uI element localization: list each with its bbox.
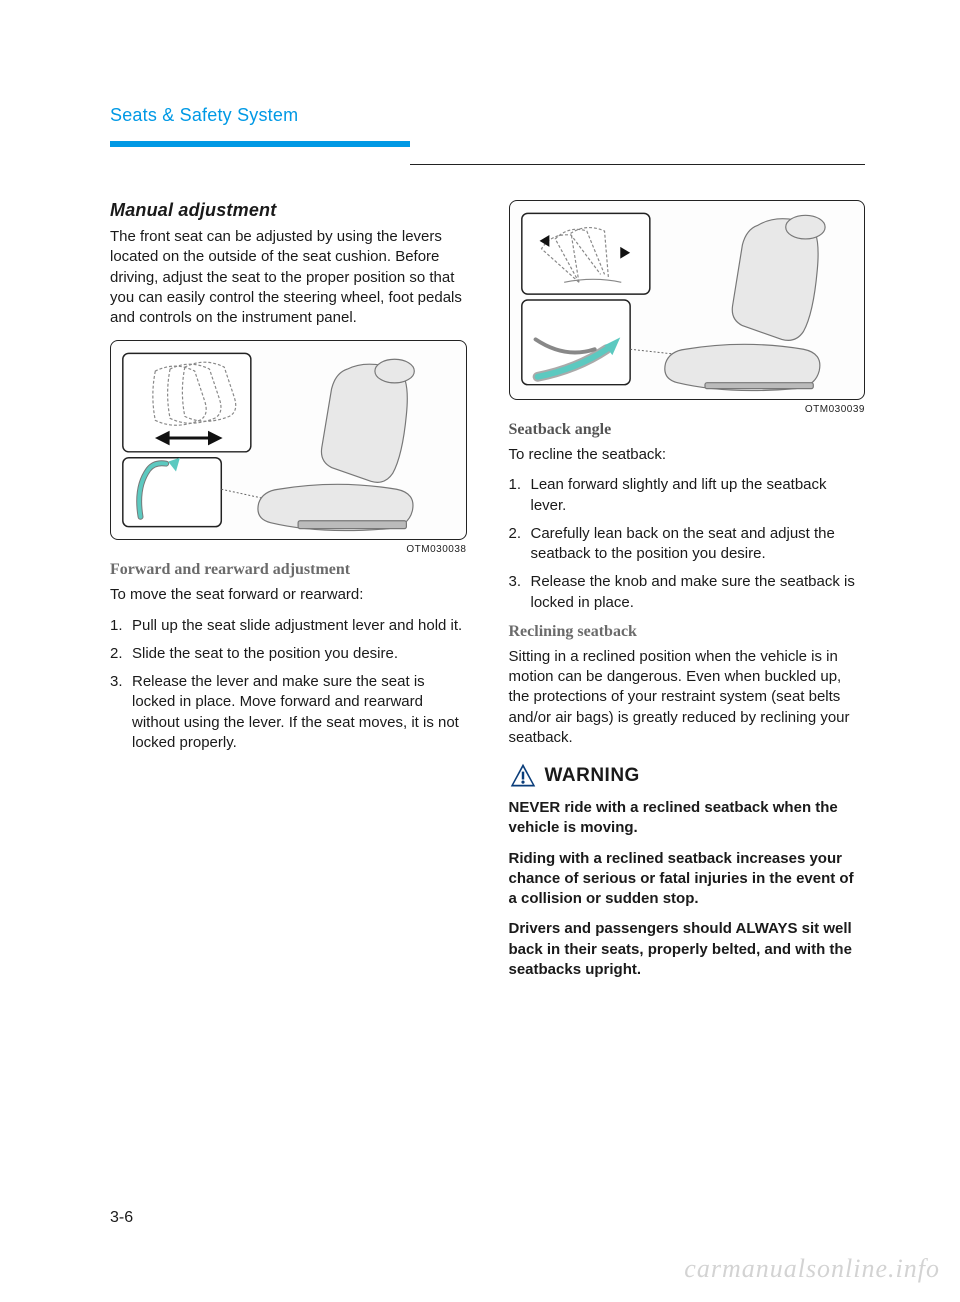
warning-text-1: NEVER ride with a reclined seatback when…: [509, 798, 866, 839]
page-number: 3-6: [110, 1209, 133, 1227]
reclining-text: Sitting in a reclined position when the …: [509, 647, 866, 748]
right-column: OTM030039 Seatback angle To recline the …: [509, 200, 866, 990]
watermark: carmanualsonline.info: [684, 1254, 940, 1284]
seat-recline-illustration: [510, 201, 865, 399]
left-column: Manual adjustment The front seat can be …: [110, 200, 467, 990]
seatback-step-2: Carefully lean back on the seat and adju…: [509, 524, 866, 565]
warning-label: WARNING: [545, 765, 640, 787]
figure-forward-rearward: [110, 340, 467, 540]
forward-step-1: Pull up the seat slide adjustment lever …: [110, 616, 467, 636]
forward-intro: To move the seat forward or rearward:: [110, 585, 467, 605]
manual-adjustment-intro: The front seat can be adjusted by using …: [110, 227, 467, 328]
subhead-reclining: Reclining seatback: [509, 623, 866, 641]
warning-heading: WARNING: [509, 762, 866, 790]
seatback-step-3: Release the knob and make sure the seatb…: [509, 572, 866, 613]
heading-manual-adjustment: Manual adjustment: [110, 200, 467, 221]
seatback-step-1: Lean forward slightly and lift up the se…: [509, 475, 866, 516]
warning-triangle-icon: [509, 762, 537, 790]
figure-seatback-angle: [509, 200, 866, 400]
warning-text-3: Drivers and passengers should ALWAYS sit…: [509, 919, 866, 980]
seatback-steps: Lean forward slightly and lift up the se…: [509, 475, 866, 613]
subhead-seatback-angle: Seatback angle: [509, 421, 866, 439]
forward-steps: Pull up the seat slide adjustment lever …: [110, 616, 467, 754]
forward-step-3: Release the lever and make sure the seat…: [110, 672, 467, 753]
warning-text-2: Riding with a reclined seatback increase…: [509, 849, 866, 910]
figure-code-2: OTM030039: [509, 404, 866, 415]
forward-step-2: Slide the seat to the position you desir…: [110, 644, 467, 664]
content-columns: Manual adjustment The front seat can be …: [110, 200, 865, 990]
section-title: Seats & Safety System: [110, 105, 865, 126]
seatback-intro: To recline the seatback:: [509, 445, 866, 465]
header-rule-thick: [110, 141, 410, 147]
page-header: Seats & Safety System: [110, 105, 865, 140]
figure-code-1: OTM030038: [110, 544, 467, 555]
header-rule-thin: [410, 164, 865, 165]
subhead-forward-rearward: Forward and rearward adjustment: [110, 561, 467, 579]
seat-slide-illustration: [111, 341, 466, 539]
